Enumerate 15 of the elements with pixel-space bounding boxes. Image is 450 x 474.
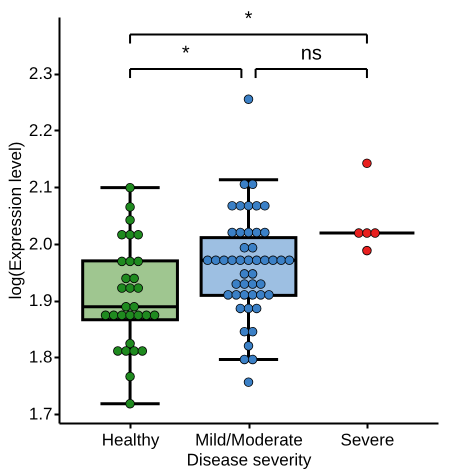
x-axis-title: Disease severity: [186, 450, 312, 470]
y-tick-label: 1.7: [28, 404, 52, 424]
x-tick-label: Healthy: [102, 430, 160, 450]
y-tick-label: 2.2: [28, 120, 52, 140]
annotation: ns: [300, 42, 322, 64]
y-tick-label: 1.8: [28, 348, 52, 367]
y-tick-label: 1.9: [28, 291, 52, 310]
x-tick-label: Severe: [340, 430, 394, 450]
y-axis-title: log(Expression level): [6, 142, 25, 300]
x-tick-label: Mild/Moderate: [195, 430, 303, 450]
y-tick-label: 2.3: [28, 64, 52, 84]
annotation: *: [182, 42, 190, 64]
y-tick-label: 2.1: [28, 178, 52, 197]
annotation: *: [244, 8, 253, 30]
y-tick-label: 2.0: [28, 234, 52, 254]
